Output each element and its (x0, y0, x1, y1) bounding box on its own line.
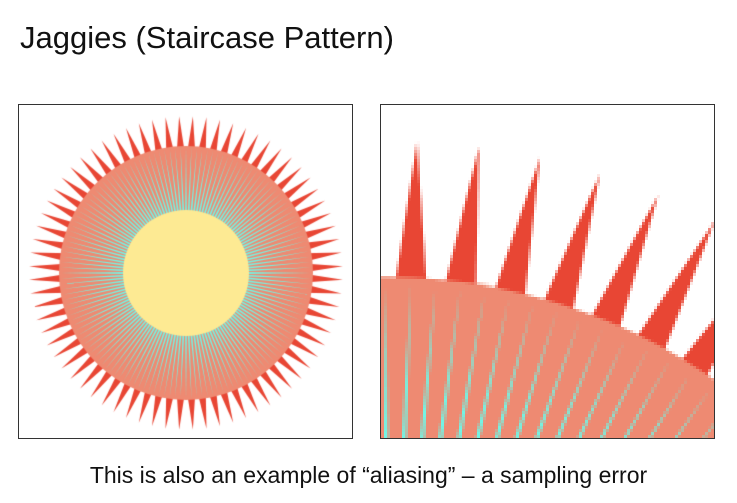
slide-caption: This is also an example of “aliasing” – … (89, 462, 648, 488)
zoomed-aliased-canvas (381, 105, 714, 438)
sunburst-canvas (19, 105, 352, 438)
slide-title: Jaggies (Staircase Pattern) (20, 20, 394, 55)
sunburst-figure-smooth (18, 104, 353, 439)
sunburst-figure-zoomed-jaggies (380, 104, 715, 439)
